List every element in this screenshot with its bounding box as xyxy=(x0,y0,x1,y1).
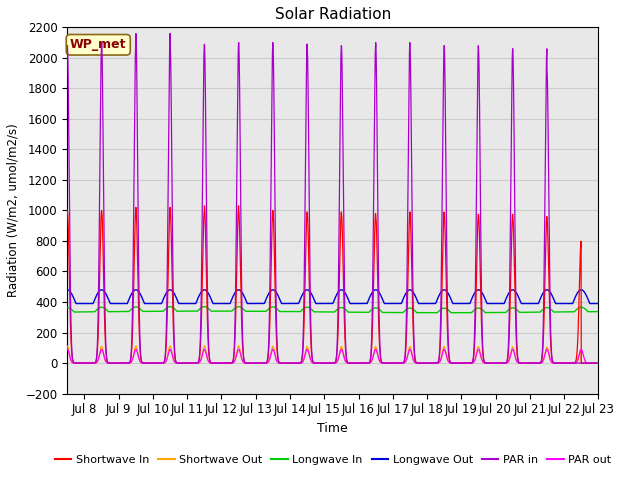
Text: WP_met: WP_met xyxy=(70,38,127,51)
X-axis label: Time: Time xyxy=(317,422,348,435)
Title: Solar Radiation: Solar Radiation xyxy=(275,7,391,22)
Y-axis label: Radiation (W/m2, umol/m2/s): Radiation (W/m2, umol/m2/s) xyxy=(7,123,20,297)
Legend: Shortwave In, Shortwave Out, Longwave In, Longwave Out, PAR in, PAR out: Shortwave In, Shortwave Out, Longwave In… xyxy=(50,450,616,469)
